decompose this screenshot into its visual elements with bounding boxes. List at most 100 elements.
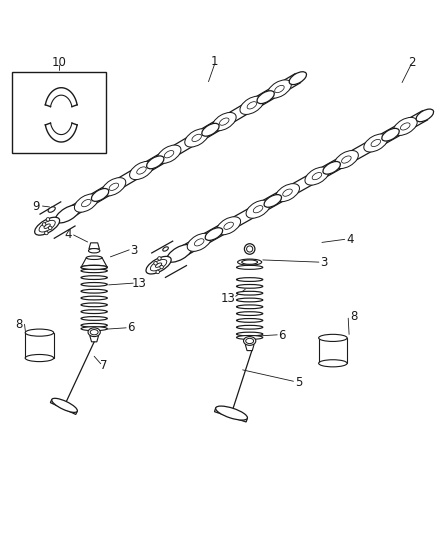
Ellipse shape (264, 195, 282, 207)
Text: 4: 4 (346, 233, 354, 246)
Text: 3: 3 (130, 244, 137, 257)
Ellipse shape (55, 205, 81, 223)
Ellipse shape (283, 189, 292, 196)
Ellipse shape (334, 150, 358, 168)
Ellipse shape (237, 298, 263, 302)
Ellipse shape (194, 239, 204, 246)
Ellipse shape (163, 247, 168, 251)
Text: 8: 8 (350, 310, 357, 323)
Ellipse shape (81, 296, 107, 300)
Polygon shape (215, 408, 247, 422)
Ellipse shape (25, 354, 53, 361)
Ellipse shape (237, 332, 263, 336)
Ellipse shape (276, 184, 300, 201)
Ellipse shape (237, 259, 261, 265)
Ellipse shape (35, 217, 60, 235)
Ellipse shape (257, 91, 274, 103)
Ellipse shape (205, 228, 223, 240)
Ellipse shape (81, 199, 91, 207)
Text: 10: 10 (52, 56, 67, 69)
Circle shape (247, 246, 253, 252)
Circle shape (160, 265, 163, 269)
Ellipse shape (25, 329, 53, 336)
Text: 5: 5 (295, 376, 302, 389)
Ellipse shape (81, 265, 107, 270)
Polygon shape (50, 399, 77, 415)
Ellipse shape (212, 112, 236, 131)
Ellipse shape (246, 338, 254, 344)
Ellipse shape (52, 398, 78, 413)
Ellipse shape (247, 102, 257, 109)
Polygon shape (81, 258, 107, 268)
Ellipse shape (137, 167, 146, 174)
Ellipse shape (416, 109, 434, 122)
Polygon shape (245, 344, 254, 351)
Ellipse shape (312, 173, 322, 180)
Ellipse shape (157, 145, 181, 163)
Ellipse shape (237, 305, 263, 309)
Ellipse shape (164, 150, 174, 158)
Ellipse shape (242, 260, 258, 264)
Ellipse shape (237, 292, 263, 295)
Ellipse shape (237, 312, 263, 316)
Ellipse shape (202, 123, 219, 136)
Ellipse shape (167, 245, 192, 262)
Text: 6: 6 (278, 329, 286, 342)
Bar (319, 338, 347, 364)
Ellipse shape (318, 334, 347, 342)
Ellipse shape (289, 72, 307, 85)
Text: 9: 9 (32, 199, 40, 213)
Ellipse shape (147, 156, 164, 169)
Circle shape (49, 226, 52, 230)
Ellipse shape (88, 248, 100, 253)
Ellipse shape (224, 222, 233, 229)
Ellipse shape (268, 80, 291, 98)
Circle shape (244, 244, 255, 254)
Circle shape (154, 262, 157, 265)
Text: 13: 13 (220, 292, 235, 304)
Ellipse shape (323, 161, 340, 174)
Ellipse shape (275, 85, 284, 93)
Text: 7: 7 (100, 359, 108, 372)
Circle shape (158, 257, 161, 260)
Ellipse shape (130, 161, 153, 180)
Ellipse shape (81, 282, 107, 286)
Ellipse shape (81, 276, 107, 279)
Ellipse shape (81, 310, 107, 313)
Ellipse shape (90, 329, 98, 335)
Ellipse shape (155, 263, 162, 268)
Ellipse shape (393, 117, 417, 135)
Text: 13: 13 (132, 277, 147, 289)
Ellipse shape (102, 177, 126, 196)
Ellipse shape (81, 303, 107, 306)
Ellipse shape (237, 335, 263, 340)
Ellipse shape (305, 167, 329, 185)
Ellipse shape (217, 217, 240, 235)
Ellipse shape (237, 325, 263, 329)
Ellipse shape (382, 128, 399, 141)
Ellipse shape (81, 265, 107, 269)
Ellipse shape (246, 200, 270, 218)
Ellipse shape (400, 123, 410, 130)
Ellipse shape (215, 406, 247, 420)
Ellipse shape (150, 260, 167, 271)
Ellipse shape (185, 129, 208, 147)
Text: 3: 3 (321, 256, 328, 270)
Bar (12, 71, 106, 152)
Circle shape (45, 231, 48, 235)
Text: 1: 1 (211, 55, 219, 68)
Ellipse shape (342, 156, 351, 163)
Ellipse shape (81, 324, 107, 327)
Ellipse shape (364, 134, 388, 152)
Ellipse shape (187, 233, 211, 252)
Ellipse shape (240, 96, 264, 115)
Ellipse shape (48, 207, 55, 212)
Ellipse shape (81, 317, 107, 320)
Ellipse shape (237, 278, 263, 281)
Ellipse shape (244, 336, 256, 345)
Text: 6: 6 (127, 321, 134, 334)
Ellipse shape (86, 256, 102, 260)
Ellipse shape (237, 319, 263, 322)
Ellipse shape (81, 289, 107, 293)
Ellipse shape (237, 285, 263, 288)
